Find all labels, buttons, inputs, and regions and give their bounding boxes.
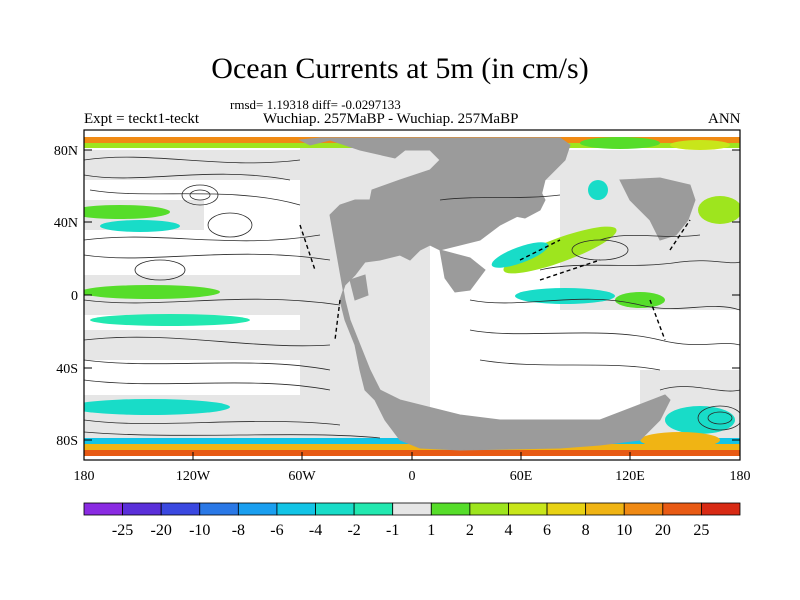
colorbar-box — [508, 502, 548, 516]
colorbar-label: -20 — [151, 522, 172, 539]
colorbar-box — [701, 502, 741, 516]
x-tick-180e: 180 — [730, 469, 751, 484]
colorbar-box — [353, 502, 394, 516]
colorbar-box — [160, 502, 201, 516]
y-axis-ticks — [84, 149, 740, 441]
colorbar-label: 10 — [616, 522, 632, 539]
x-tick-60w: 60W — [288, 469, 316, 484]
x-tick-180w: 180 — [74, 469, 95, 484]
colorbar-box — [585, 502, 625, 516]
colorbar-label: 25 — [693, 522, 709, 539]
colorbar-box — [315, 502, 355, 516]
map-title: Ocean Currents at 5m (in cm/s) — [211, 52, 589, 85]
stats-text: rmsd= 1.19318 diff= -0.0297133 — [230, 97, 401, 112]
x-tick-60e: 60E — [510, 469, 533, 484]
colorbar-label: -10 — [189, 522, 210, 539]
colorbar-box — [662, 502, 702, 516]
y-axis-labels: 80N 40N 0 40S 80S — [54, 144, 78, 449]
y-tick-40s: 40S — [56, 362, 78, 377]
colorbar-label: 2 — [466, 522, 474, 539]
colorbar-label: -1 — [386, 522, 399, 539]
colorbar-box — [276, 502, 316, 516]
current-streamlines — [84, 156, 740, 439]
colorbar-label: -25 — [112, 522, 133, 539]
y-tick-80n: 80N — [54, 144, 78, 159]
x-tick-120e: 120E — [615, 469, 645, 484]
y-tick-40n: 40N — [54, 216, 78, 231]
season-label: ANN — [708, 111, 741, 127]
colorbar-label: -4 — [309, 522, 322, 539]
colorbar-box — [469, 502, 509, 516]
colorbar-box — [430, 502, 471, 516]
colorbar-label: -6 — [270, 522, 283, 539]
map-plot-area — [84, 130, 740, 460]
colorbar-label: 1 — [427, 522, 435, 539]
colorbar-box — [392, 502, 432, 516]
colorbar-label: 8 — [582, 522, 590, 539]
x-tick-0: 0 — [409, 469, 416, 484]
colorbar-box — [83, 502, 123, 516]
colorbar-label: -2 — [347, 522, 360, 539]
colorbar-box — [237, 502, 278, 516]
period-label: Wuchiap. 257MaBP - Wuchiap. 257MaBP — [263, 111, 519, 127]
colorbar-label: 4 — [504, 522, 512, 539]
x-axis-labels: 180 120W 60W 0 60E 120E 180 — [74, 469, 751, 484]
zero-contours — [299, 219, 691, 341]
x-tick-120w: 120W — [176, 469, 211, 484]
colorbar-box — [122, 502, 162, 516]
y-tick-0: 0 — [71, 289, 78, 304]
colorbar-label: 20 — [655, 522, 671, 539]
colorbar-labels: -25 -20 -10 -8 -6 -4 -2 -1 1 2 4 6 8 10 20 25 — [112, 522, 709, 539]
x-axis-ticks — [83, 452, 741, 460]
land-masses — [298, 137, 696, 451]
experiment-label: Expt = teckt1-teckt — [84, 111, 200, 127]
colorbar-label: 6 — [543, 522, 551, 539]
colorbar-box — [199, 502, 239, 516]
colorbar-label: -8 — [232, 522, 245, 539]
y-tick-80s: 80S — [56, 434, 78, 449]
colorbar — [83, 502, 741, 516]
colorbar-box — [546, 502, 587, 516]
colorbar-box — [623, 502, 664, 516]
